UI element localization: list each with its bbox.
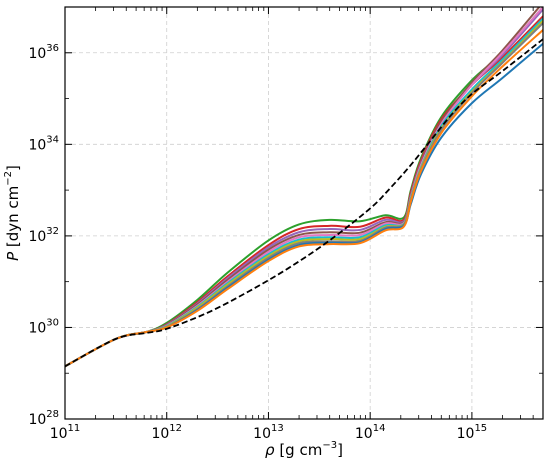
series-line-dashed [65, 38, 543, 368]
x-axis-label: ρ [g cm−3] [265, 440, 343, 459]
y-axis-symbol: P [4, 251, 22, 261]
grid [64, 7, 543, 419]
series-line [65, 17, 543, 368]
x-tick-label: 1012 [151, 423, 182, 442]
y-tick-exp: 32 [46, 226, 59, 237]
series-line [65, 7, 543, 368]
x-axis-unit-exp: −3 [322, 440, 337, 451]
y-axis-unit-close: ] [4, 165, 22, 171]
y-tick-base: 10 [28, 46, 46, 62]
y-tick-label: 1028 [28, 409, 59, 428]
x-tick-exp: 12 [169, 423, 182, 434]
y-axis-unit: [dyn cm [4, 186, 22, 252]
y-tick-label: 1036 [28, 43, 59, 62]
y-tick-exp: 36 [46, 43, 59, 54]
y-axis-unit-exp: −2 [3, 171, 14, 186]
axis-labels: ρ [g cm−3] P [dyn cm−2] [3, 165, 343, 459]
series-line [65, 20, 543, 368]
series-line [65, 7, 541, 368]
y-tick-exp: 34 [46, 134, 59, 145]
series-line [65, 22, 543, 368]
x-tick-label: 1015 [457, 423, 488, 442]
y-tick-base: 10 [28, 137, 46, 153]
series-line [65, 7, 543, 368]
x-tick-exp: 14 [373, 423, 386, 434]
x-tick-label: 1011 [50, 423, 81, 442]
y-tick-base: 10 [28, 320, 46, 336]
x-tick-base: 10 [50, 426, 68, 442]
series-group [65, 7, 543, 368]
y-tick-label: 1034 [28, 134, 59, 153]
y-axis-label: P [dyn cm−2] [3, 165, 22, 261]
x-tick-exp: 13 [271, 423, 284, 434]
x-axis-unit-close: ] [337, 441, 343, 459]
x-tick-label: 1014 [355, 423, 386, 442]
y-tick-exp: 28 [46, 409, 59, 420]
x-tick-base: 10 [253, 426, 271, 442]
y-tick-exp: 30 [46, 317, 59, 328]
y-tick-label: 1030 [28, 317, 59, 336]
x-tick-label: 1013 [253, 423, 284, 442]
x-tick-base: 10 [457, 426, 475, 442]
y-tick-base: 10 [28, 412, 46, 428]
x-tick-exp: 11 [68, 423, 81, 434]
x-axis-symbol: ρ [265, 441, 275, 459]
x-tick-exp: 15 [474, 423, 487, 434]
x-tick-base: 10 [355, 426, 373, 442]
series-line [65, 8, 543, 368]
y-tick-label: 1032 [28, 226, 59, 245]
plot-frame [64, 6, 544, 420]
series-line [65, 29, 543, 368]
y-tick-base: 10 [28, 229, 46, 245]
x-tick-base: 10 [151, 426, 169, 442]
x-axis-unit: [g cm [275, 441, 323, 459]
series-line [65, 15, 543, 368]
